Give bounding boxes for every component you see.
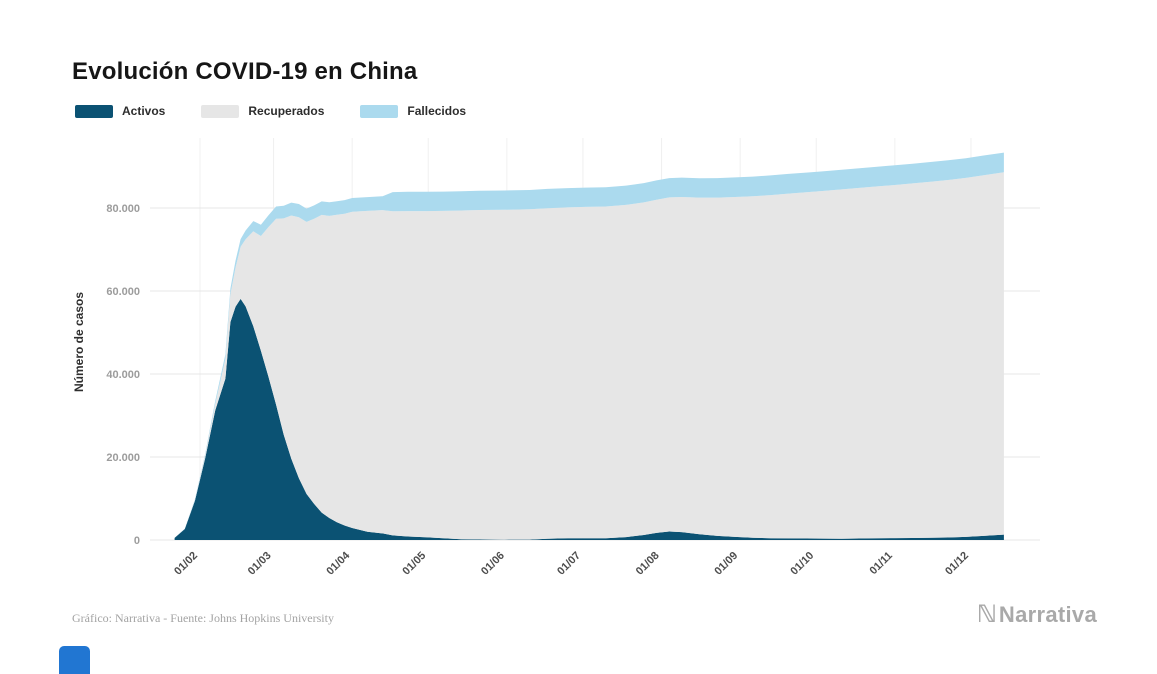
legend-label-activos: Activos <box>122 104 166 118</box>
svg-text:01/10: 01/10 <box>788 550 816 578</box>
svg-text:01/12: 01/12 <box>943 550 971 578</box>
legend-item-recuperados[interactable]: Recuperados <box>201 104 324 118</box>
svg-text:01/02: 01/02 <box>172 550 200 578</box>
legend-item-activos[interactable]: Activos <box>75 104 165 118</box>
y-axis-labels: 0 20.000 40.000 60.000 80.000 <box>106 203 140 547</box>
svg-text:01/05: 01/05 <box>400 550 428 578</box>
svg-text:80.000: 80.000 <box>106 203 140 215</box>
narrativa-logo[interactable]: ℕ Narrativa <box>977 600 1097 628</box>
narrativa-logo-icon: ℕ <box>976 600 997 628</box>
svg-text:01/11: 01/11 <box>867 550 895 578</box>
svg-text:40.000: 40.000 <box>106 369 140 381</box>
chat-widget-button[interactable] <box>59 646 90 674</box>
svg-text:60.000: 60.000 <box>106 286 140 298</box>
svg-text:01/06: 01/06 <box>479 550 507 578</box>
narrativa-logo-text: Narrativa <box>998 602 1097 627</box>
chart-title: Evolución COVID-19 en China <box>72 58 418 86</box>
legend-swatch-fallecidos <box>360 104 399 118</box>
legend: Activos Recuperados Fallecidos <box>75 104 466 118</box>
chart-credit: Gráfico: Narrativa - Fuente: Johns Hopki… <box>72 611 334 625</box>
svg-text:01/03: 01/03 <box>246 550 274 578</box>
svg-text:01/08: 01/08 <box>634 550 662 578</box>
svg-text:01/04: 01/04 <box>324 549 353 578</box>
legend-label-fallecidos: Fallecidos <box>407 104 467 118</box>
legend-label-recuperados: Recuperados <box>248 104 325 118</box>
legend-swatch-recuperados <box>201 104 240 118</box>
svg-text:0: 0 <box>134 535 140 547</box>
x-axis-labels: 01/02 01/03 01/04 01/05 01/06 01/07 01/08 01/09… <box>172 549 971 578</box>
legend-swatch-activos <box>75 104 113 118</box>
svg-text:01/09: 01/09 <box>712 550 740 578</box>
svg-text:01/07: 01/07 <box>555 550 583 578</box>
legend-item-fallecidos[interactable]: Fallecidos <box>360 104 466 118</box>
area-recuperados <box>174 172 1004 540</box>
area-activos <box>174 298 1004 540</box>
svg-text:20.000: 20.000 <box>106 452 140 464</box>
